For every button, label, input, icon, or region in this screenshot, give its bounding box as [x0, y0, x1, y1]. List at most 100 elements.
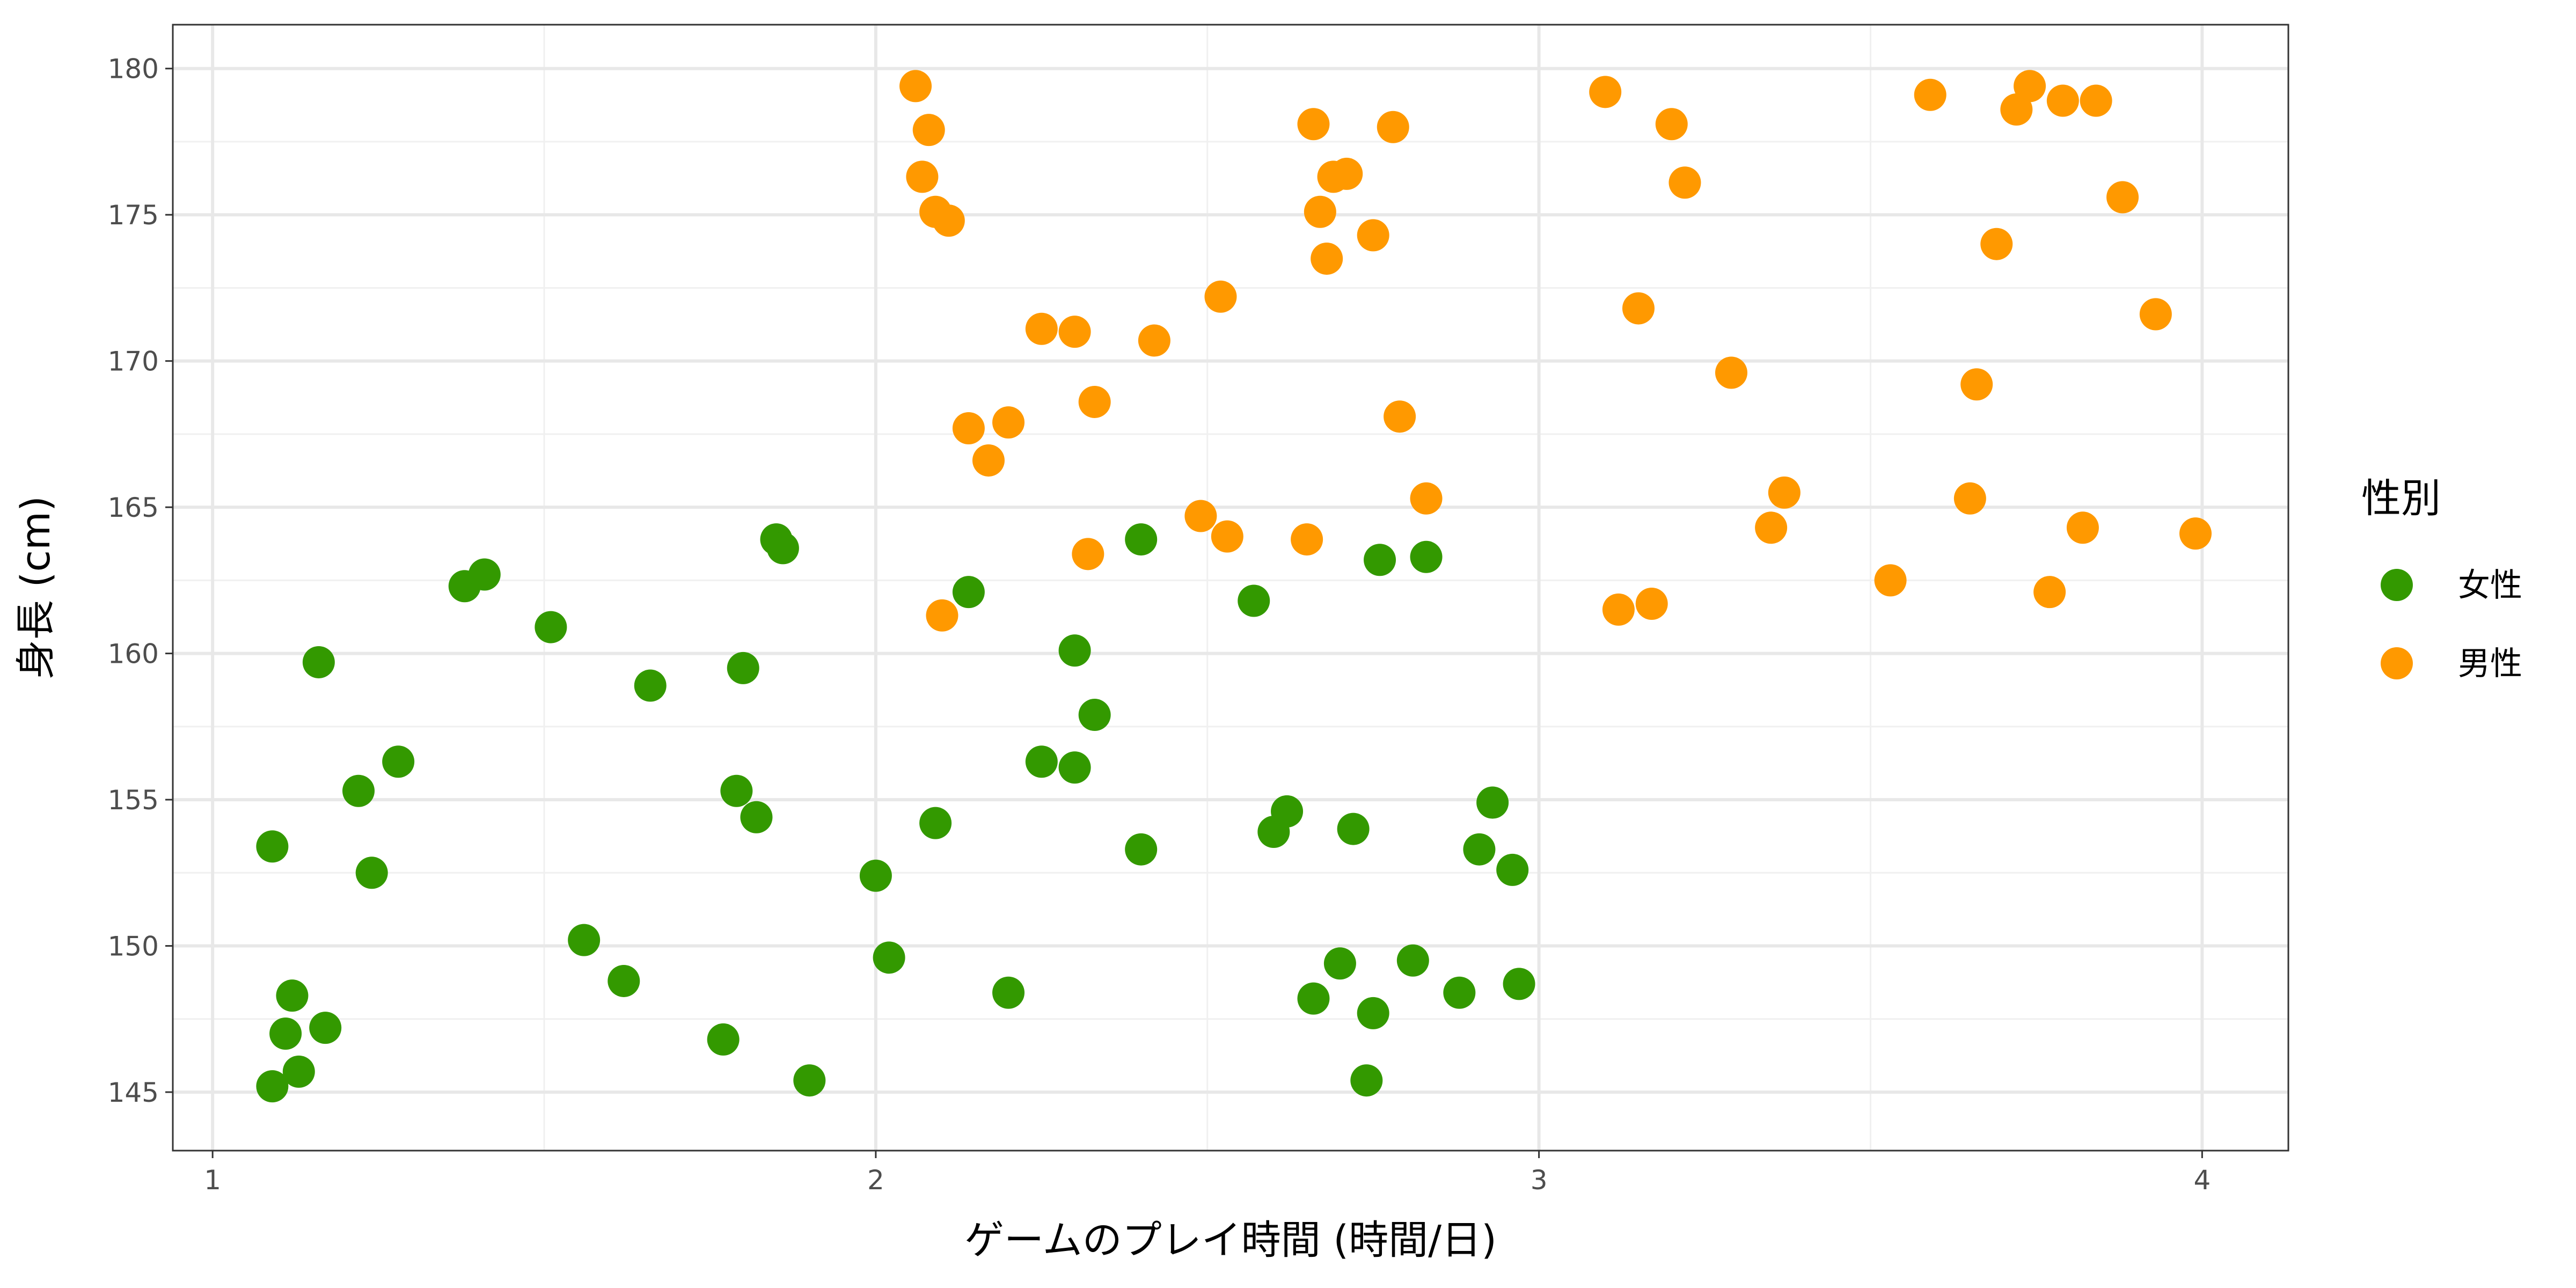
data-point — [766, 532, 799, 565]
data-point — [2014, 70, 2046, 103]
data-point — [1025, 745, 1058, 778]
axis-ticks: 1 2 3 4 145 150 155 160 165 170 175 180 — [108, 54, 2211, 1196]
data-point — [1396, 944, 1429, 977]
data-point — [1078, 385, 1111, 418]
data-point — [859, 859, 892, 892]
data-point — [1211, 520, 1243, 553]
data-point — [793, 1064, 826, 1097]
data-point — [1357, 997, 1389, 1029]
data-point — [1622, 292, 1655, 325]
data-point — [1330, 157, 1363, 190]
data-point — [912, 114, 945, 147]
data-point — [1204, 280, 1237, 313]
data-point — [1072, 538, 1104, 570]
data-point — [1715, 356, 1747, 389]
data-point — [1914, 78, 1946, 111]
y-tick-label: 170 — [108, 346, 159, 377]
data-point — [342, 774, 375, 807]
data-point — [2106, 181, 2139, 214]
data-point — [2179, 517, 2212, 550]
data-point — [269, 1018, 302, 1050]
data-point — [1297, 982, 1330, 1015]
data-point — [1602, 593, 1635, 626]
y-tick-label: 175 — [108, 200, 159, 231]
data-point — [1350, 1064, 1383, 1097]
data-point — [1297, 108, 1330, 141]
data-point — [952, 576, 985, 609]
data-point — [1184, 500, 1217, 532]
data-point — [634, 669, 667, 702]
data-point — [1874, 564, 1907, 597]
data-point — [1635, 587, 1668, 620]
data-point — [1058, 634, 1091, 667]
data-point — [1025, 312, 1058, 345]
data-point — [2000, 93, 2033, 126]
x-tick-label: 3 — [1531, 1165, 1548, 1196]
plot-panel-border — [172, 24, 2289, 1152]
data-points — [256, 70, 2212, 1103]
data-point — [2080, 84, 2112, 117]
data-point — [1304, 195, 1336, 228]
data-point — [1138, 324, 1170, 357]
y-tick-label: 180 — [108, 54, 159, 85]
data-point — [568, 924, 601, 956]
data-point — [1058, 316, 1091, 348]
data-point — [535, 611, 567, 643]
data-point — [382, 745, 415, 778]
data-point — [740, 801, 773, 833]
data-point — [2033, 576, 2066, 609]
y-axis-title: 身長 (cm) — [13, 496, 59, 679]
x-tick-label: 4 — [2193, 1165, 2211, 1196]
data-point — [1476, 786, 1509, 819]
data-point — [899, 70, 932, 103]
data-point — [1238, 584, 1270, 617]
data-point — [282, 1055, 315, 1088]
data-point — [1589, 76, 1622, 108]
data-point — [1496, 853, 1529, 886]
data-point — [720, 774, 753, 807]
data-point — [256, 1070, 289, 1103]
legend-key — [2381, 647, 2413, 679]
legend-title: 性別 — [2361, 475, 2441, 522]
data-point — [1357, 219, 1389, 252]
data-point — [1271, 795, 1304, 828]
x-axis-title: ゲームのプレイ時間 (時間/日) — [964, 1217, 1497, 1263]
data-point — [1384, 400, 1416, 433]
data-point — [952, 412, 985, 445]
data-point — [1125, 833, 1158, 866]
data-point — [355, 857, 388, 889]
legend-label: 男性 — [2458, 645, 2522, 683]
data-point — [1410, 482, 1443, 515]
data-point — [1755, 511, 1788, 544]
data-point — [302, 646, 335, 678]
data-point — [873, 941, 905, 974]
data-point — [2139, 298, 2172, 331]
data-point — [2066, 511, 2099, 544]
data-point — [727, 652, 759, 684]
data-point — [1443, 976, 1476, 1009]
legend-key — [2381, 569, 2413, 601]
data-point — [906, 160, 939, 193]
data-point — [1291, 523, 1323, 556]
legend-label: 女性 — [2458, 567, 2522, 604]
data-point — [1655, 108, 1688, 141]
data-point — [1980, 228, 2013, 260]
data-point — [992, 406, 1025, 439]
data-point — [1125, 523, 1158, 556]
data-point — [1953, 482, 1986, 515]
data-point — [468, 558, 501, 591]
y-tick-label: 145 — [108, 1077, 159, 1108]
data-point — [276, 979, 309, 1012]
data-point — [1377, 111, 1409, 143]
data-point — [1668, 166, 1701, 199]
y-tick-label: 160 — [108, 639, 159, 670]
data-point — [1311, 242, 1343, 275]
data-point — [707, 1023, 740, 1056]
data-point — [1078, 699, 1111, 731]
data-point — [1960, 368, 1993, 401]
data-point — [608, 964, 640, 997]
data-point — [1323, 947, 1356, 980]
